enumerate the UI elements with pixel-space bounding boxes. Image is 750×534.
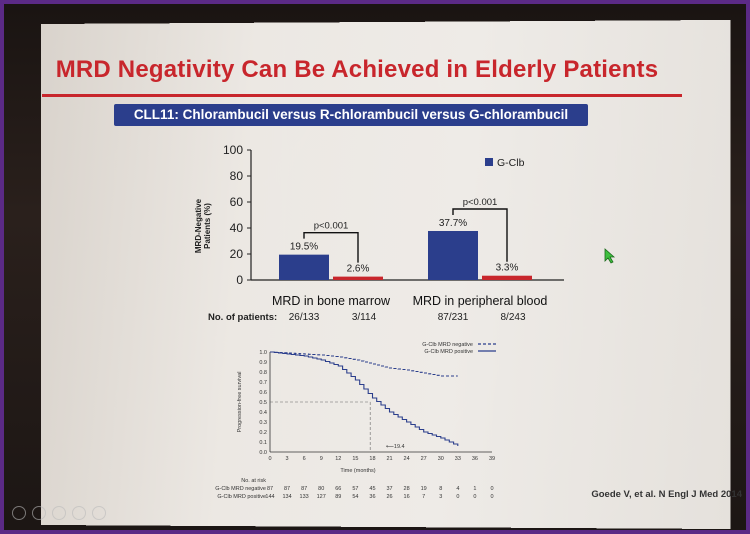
at-risk-neg-count: 28 bbox=[404, 486, 410, 492]
km-y-tick-label: 0.5 bbox=[259, 400, 267, 406]
at-risk-neg-count: 66 bbox=[335, 486, 341, 492]
at-risk-neg-count: 57 bbox=[352, 486, 358, 492]
citation: Goede V, et al. N Engl J Med 2014 bbox=[591, 489, 742, 500]
at-risk-neg-count: 8 bbox=[439, 486, 442, 492]
km-x-tick-label: 21 bbox=[386, 456, 392, 462]
km-y-tick-label: 0.7 bbox=[259, 380, 267, 386]
at-risk-pos-count: 134 bbox=[282, 494, 291, 500]
km-y-tick-label: 0.0 bbox=[259, 450, 267, 456]
km-x-tick-label: 24 bbox=[404, 456, 410, 462]
km-y-label: Progression-free survival bbox=[237, 372, 243, 433]
km-chart: 0.00.10.20.30.40.50.60.70.80.91.00 3 6 9 12 1… bbox=[4, 4, 746, 530]
at-risk-neg-count: 4 bbox=[456, 486, 459, 492]
km-y-tick-label: 0.8 bbox=[259, 370, 267, 376]
at-risk-neg-count: 0 bbox=[490, 486, 493, 492]
row-neg-label: G-Clb MRD negative bbox=[215, 486, 266, 492]
median-label: ⟵19.4 bbox=[386, 444, 405, 450]
at-risk-neg-count: 80 bbox=[318, 486, 324, 492]
km-y-tick-label: 0.2 bbox=[259, 430, 267, 436]
at-risk-pos-count: 144 bbox=[265, 494, 274, 500]
curve-mrd-negative bbox=[270, 352, 458, 376]
curve-mrd-positive bbox=[270, 352, 458, 446]
at-risk-neg-count: 87 bbox=[301, 486, 307, 492]
km-y-tick-label: 1.0 bbox=[259, 350, 267, 356]
at-risk-pos-count: 133 bbox=[300, 494, 309, 500]
at-risk-pos-count: 3 bbox=[439, 494, 442, 500]
at-risk-pos-count: 127 bbox=[317, 494, 326, 500]
km-y-tick-label: 0.4 bbox=[259, 410, 267, 416]
km-y-tick-label: 0.9 bbox=[259, 360, 267, 366]
km-x-tick-label: 15 bbox=[352, 456, 358, 462]
km-x-label: Time (months) bbox=[340, 468, 375, 474]
at-risk-neg-count: 1 bbox=[473, 486, 476, 492]
control-icon[interactable] bbox=[12, 506, 26, 520]
km-y-tick-label: 0.1 bbox=[259, 440, 267, 446]
km-y-tick-label: 0.6 bbox=[259, 390, 267, 396]
km-x-tick-label: 9 bbox=[320, 456, 323, 462]
km-x-tick-label: 3 bbox=[286, 456, 289, 462]
at-risk-neg-count: 45 bbox=[369, 486, 375, 492]
at-risk-pos-count: 36 bbox=[369, 494, 375, 500]
km-x-tick-label: 18 bbox=[369, 456, 375, 462]
control-icon[interactable] bbox=[92, 506, 106, 520]
at-risk-neg-count: 19 bbox=[421, 486, 427, 492]
km-x-tick-label: 30 bbox=[438, 456, 444, 462]
control-icon[interactable] bbox=[32, 506, 46, 520]
at-risk-pos-count: 0 bbox=[473, 494, 476, 500]
at-risk-pos-count: 7 bbox=[422, 494, 425, 500]
control-icon[interactable] bbox=[52, 506, 66, 520]
legend-pos-label: G-Clb MRD positive bbox=[424, 349, 473, 355]
at-risk-neg-count: 87 bbox=[284, 486, 290, 492]
cursor-icon bbox=[604, 248, 616, 264]
km-x-tick-label: 39 bbox=[489, 456, 495, 462]
at-risk-label: No. at risk bbox=[241, 478, 266, 484]
km-y-tick-label: 0.3 bbox=[259, 420, 267, 426]
km-x-tick-label: 6 bbox=[303, 456, 306, 462]
at-risk-neg-count: 87 bbox=[267, 486, 273, 492]
at-risk-pos-count: 54 bbox=[352, 494, 358, 500]
at-risk-pos-count: 26 bbox=[386, 494, 392, 500]
legend-neg-label: G-Clb MRD negative bbox=[422, 342, 473, 348]
row-pos-label: G-Clb MRD positive bbox=[217, 494, 266, 500]
at-risk-pos-count: 0 bbox=[490, 494, 493, 500]
at-risk-pos-count: 0 bbox=[456, 494, 459, 500]
km-x-tick-label: 36 bbox=[472, 456, 478, 462]
km-x-tick-label: 27 bbox=[421, 456, 427, 462]
km-x-tick-label: 33 bbox=[455, 456, 461, 462]
at-risk-pos-count: 16 bbox=[404, 494, 410, 500]
km-x-tick-label: 0 bbox=[268, 456, 271, 462]
at-risk-pos-count: 89 bbox=[335, 494, 341, 500]
control-icon[interactable] bbox=[72, 506, 86, 520]
slide-controls bbox=[12, 506, 106, 520]
km-x-tick-label: 12 bbox=[335, 456, 341, 462]
photo-background: MRD Negativity Can Be Achieved in Elderl… bbox=[4, 4, 746, 530]
at-risk-neg-count: 37 bbox=[386, 486, 392, 492]
